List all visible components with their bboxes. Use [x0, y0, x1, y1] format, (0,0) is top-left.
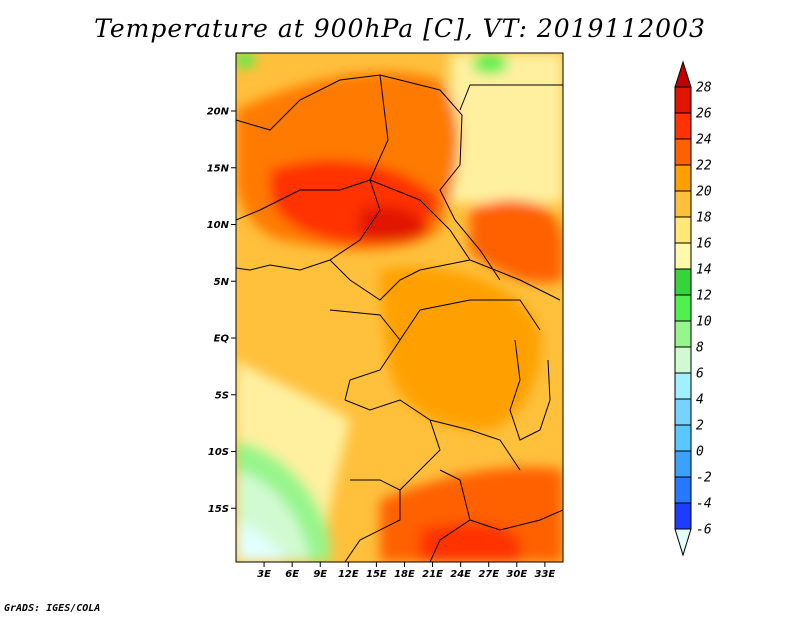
lat-tick-label: 15N	[207, 163, 230, 174]
colorbar-bin	[674, 190, 692, 218]
lon-tick-label: 3E	[257, 569, 271, 580]
colorbar-label: 24	[696, 133, 712, 148]
lat-tick-label: 20N	[207, 107, 230, 118]
colorbar-bin	[674, 398, 692, 426]
lat-tick-label: 10S	[208, 447, 229, 458]
colorbar-bin	[674, 294, 692, 322]
colorbar-bin	[674, 138, 692, 166]
colorbar-label: 26	[696, 107, 712, 122]
colorbar-bin	[674, 450, 692, 478]
lon-tick-label: 24E	[450, 569, 471, 580]
lon-tick-label: 21E	[422, 569, 443, 580]
colorbar-label: 16	[696, 237, 712, 252]
colorbar-label: 20	[696, 185, 712, 200]
colorbar-label: 10	[696, 315, 712, 330]
lat-tick-label: 5N	[214, 277, 230, 288]
lat-tick-label: 15S	[208, 504, 229, 515]
colorbar-bin	[674, 476, 692, 504]
colorbar-bin	[674, 86, 692, 114]
colorbar-bin	[674, 112, 692, 140]
chart-title: Temperature at 900hPa [C], VT: 201911200…	[94, 14, 706, 43]
lat-tick-label: EQ	[214, 334, 230, 345]
colorbar-label: 0	[696, 445, 704, 460]
colorbar-label: 8	[696, 341, 704, 356]
colorbar-bottom-cap	[674, 528, 692, 557]
colorbar-bin	[674, 346, 692, 374]
colorbar-label: 2	[696, 419, 704, 434]
lon-tick-label: 18E	[394, 569, 415, 580]
country-borders	[236, 74, 563, 562]
map-frame	[235, 52, 564, 563]
colorbar-bin	[674, 242, 692, 270]
colorbar-bin	[674, 164, 692, 192]
lon-tick-label: 9E	[313, 569, 327, 580]
colorbar-label: 6	[696, 367, 704, 382]
colorbar-label: 12	[696, 289, 712, 304]
lon-tick-label: 12E	[338, 569, 359, 580]
lat-tick-label: 5S	[215, 390, 229, 401]
colorbar-top-cap	[674, 60, 692, 88]
colorbar-label: 14	[696, 263, 712, 278]
lon-tick-label: 6E	[285, 569, 299, 580]
colorbar-label: 22	[696, 159, 712, 174]
colorbar-bin	[674, 268, 692, 296]
grads-credit: GrADS: IGES/COLA	[4, 603, 101, 614]
temperature-field	[236, 53, 563, 562]
colorbar-label: 18	[696, 211, 712, 226]
colorbar-label: -4	[696, 497, 712, 512]
colorbar-label: 4	[696, 393, 704, 408]
colorbar-bin	[674, 502, 692, 530]
lon-tick-label: 30E	[506, 569, 527, 580]
lon-tick-label: 27E	[478, 569, 499, 580]
colorbar-bin	[674, 216, 692, 244]
longitude-axis: 3E 6E 9E 12E 15E 18E 21E 24E 27E 30E 33E	[257, 562, 555, 580]
colorbar-bin	[674, 372, 692, 400]
latitude-axis: 20N 15N 10N 5N EQ 5S 10S 15S	[207, 107, 236, 515]
lat-tick-label: 10N	[207, 220, 230, 231]
lon-tick-label: 33E	[535, 569, 556, 580]
lon-tick-label: 15E	[366, 569, 387, 580]
colorbar-label: -2	[696, 471, 712, 486]
colorbar-bin	[674, 424, 692, 452]
colorbar-bin	[674, 320, 692, 348]
colorbar-label: -6	[696, 523, 712, 538]
colorbar-label: 28	[696, 81, 712, 96]
